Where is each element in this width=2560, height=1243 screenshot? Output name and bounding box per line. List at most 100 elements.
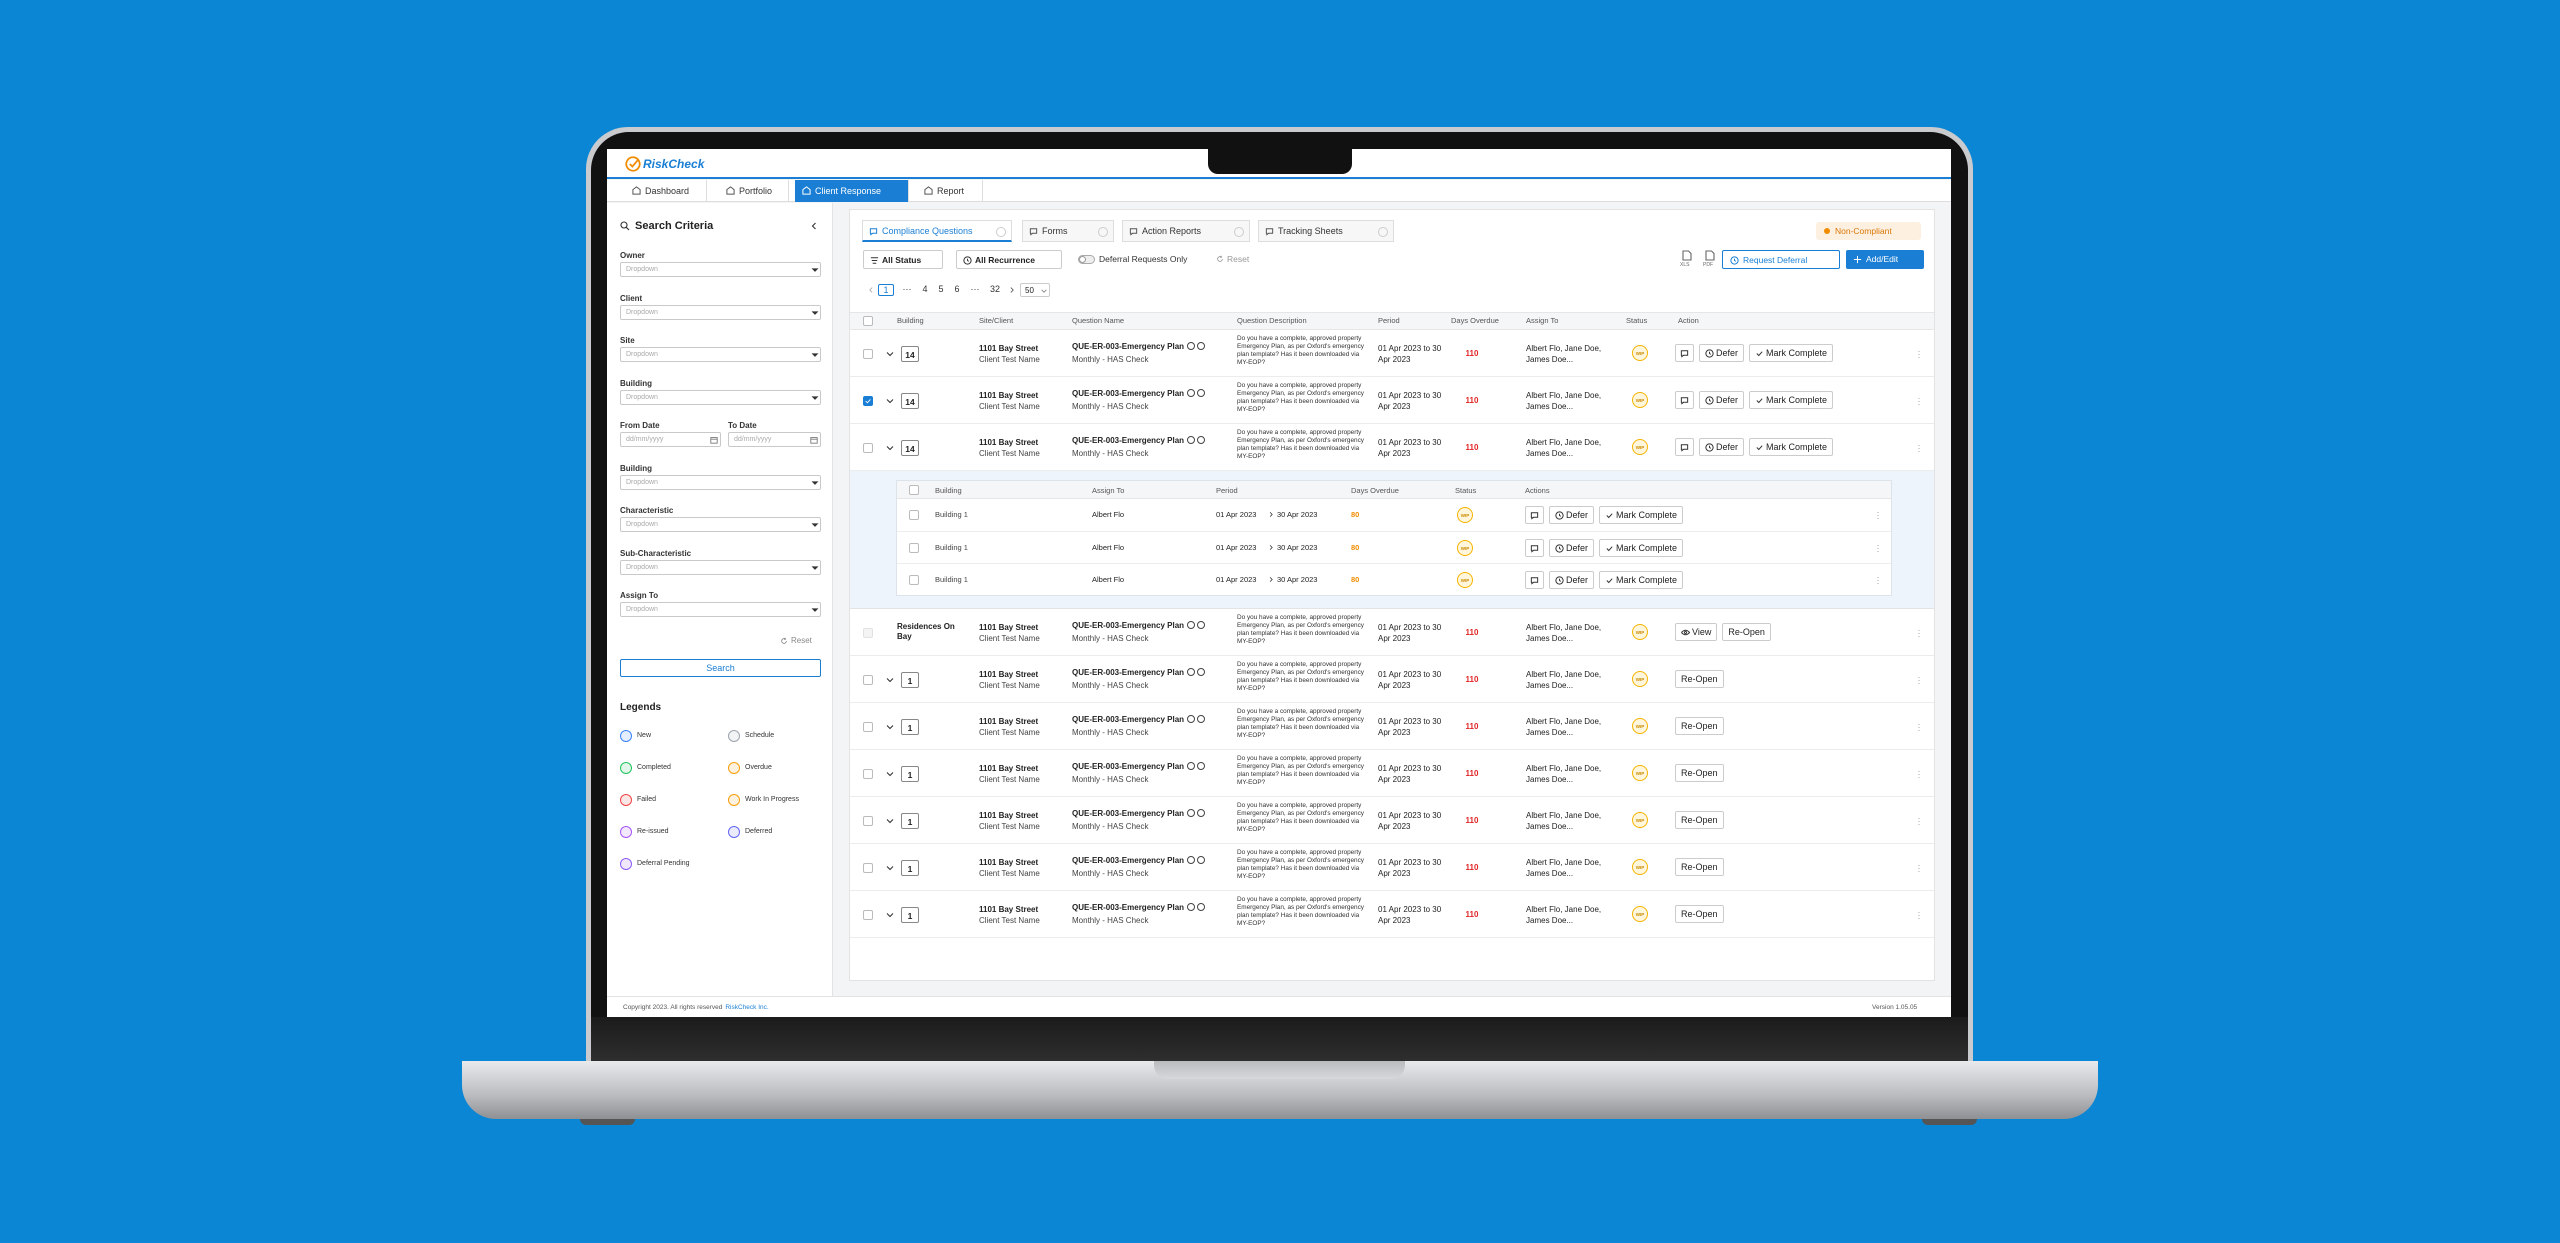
comment-button[interactable] xyxy=(1675,344,1694,362)
action-button[interactable]: Re-Open xyxy=(1675,905,1724,923)
comment-button[interactable] xyxy=(1675,438,1694,456)
date-input[interactable]: dd/mm/yyyy xyxy=(728,432,821,447)
page-item[interactable]: 5 xyxy=(938,284,944,294)
tab[interactable]: Action Reports xyxy=(1122,220,1250,242)
dropdown[interactable]: Dropdown xyxy=(620,389,821,405)
building-count[interactable]: 1 xyxy=(901,719,919,735)
checkbox[interactable] xyxy=(863,675,873,685)
action-label[interactable]: Mark Complete xyxy=(1616,542,1678,553)
action-label[interactable]: Re-Open xyxy=(1681,862,1718,872)
action-label[interactable]: Mark Complete xyxy=(1766,348,1828,358)
nav-label[interactable]: Dashboard xyxy=(645,186,690,196)
tab-label[interactable]: Compliance Questions xyxy=(882,226,973,236)
page-item[interactable]: 1 xyxy=(878,284,894,296)
checkbox[interactable] xyxy=(909,510,919,520)
tab[interactable]: Tracking Sheets xyxy=(1258,220,1394,242)
checkbox[interactable] xyxy=(863,722,873,732)
building-count[interactable]: 1 xyxy=(901,813,919,829)
comment-button[interactable] xyxy=(1525,571,1544,589)
checkbox[interactable] xyxy=(863,443,873,453)
checkbox[interactable] xyxy=(863,816,873,826)
page-item[interactable]: 32 xyxy=(989,284,1000,294)
nav-item[interactable]: Client Response xyxy=(795,180,909,202)
building-count[interactable]: 14 xyxy=(901,440,919,456)
action-button[interactable]: Defer xyxy=(1549,571,1595,589)
action-label[interactable]: Defer xyxy=(1716,395,1739,405)
reset-link[interactable]: Reset xyxy=(791,636,812,645)
toggle[interactable] xyxy=(1078,255,1095,264)
filter-reset[interactable]: Reset xyxy=(1227,254,1250,264)
request-label[interactable]: Request Deferral xyxy=(1743,255,1808,265)
action-label[interactable]: Mark Complete xyxy=(1766,442,1828,452)
action-label[interactable]: Re-Open xyxy=(1681,674,1718,684)
page-item[interactable]: 6 xyxy=(954,284,960,294)
checkbox[interactable] xyxy=(909,485,919,495)
recurrence-filter[interactable]: All Recurrence xyxy=(956,250,1062,269)
comment-button[interactable] xyxy=(1525,538,1544,557)
tab[interactable]: Forms xyxy=(1022,220,1114,242)
page-item[interactable]: ··· xyxy=(902,284,912,294)
building-count[interactable]: 1 xyxy=(901,766,919,782)
action-label[interactable]: View xyxy=(1692,627,1712,637)
action-label[interactable]: Mark Complete xyxy=(1616,510,1678,520)
nav-item[interactable]: Dashboard xyxy=(625,180,707,202)
action-label[interactable]: Mark Complete xyxy=(1766,395,1828,405)
checkbox[interactable] xyxy=(863,910,873,920)
checkbox[interactable] xyxy=(863,769,873,779)
action-button[interactable]: Defer xyxy=(1699,391,1745,409)
nav-label[interactable]: Portfolio xyxy=(739,186,773,196)
action-label[interactable]: Defer xyxy=(1566,510,1589,520)
nav-label[interactable]: Client Response xyxy=(815,186,882,196)
dropdown[interactable]: Dropdown xyxy=(620,474,821,490)
checkbox[interactable] xyxy=(863,396,873,406)
dropdown[interactable]: Dropdown xyxy=(620,517,821,532)
tab[interactable]: Compliance Questions xyxy=(862,220,1012,242)
building-count[interactable]: 1 xyxy=(901,907,919,923)
action-button[interactable]: Defer xyxy=(1699,344,1745,362)
recurrence-filter-label[interactable]: All Recurrence xyxy=(975,255,1035,265)
page-size-value[interactable]: 50 xyxy=(1025,286,1034,295)
dropdown[interactable]: Dropdown xyxy=(620,602,821,617)
page-size[interactable]: 50 xyxy=(1020,283,1050,297)
add-edit-button[interactable]: Add/Edit xyxy=(1846,250,1924,269)
export-label[interactable]: XLS xyxy=(1680,262,1690,268)
action-button[interactable]: Mark Complete xyxy=(1599,571,1684,589)
company-link[interactable]: RiskCheck Inc. xyxy=(725,1004,769,1011)
add-edit-label[interactable]: Add/Edit xyxy=(1866,254,1899,264)
page-item[interactable]: 4 xyxy=(922,284,928,294)
action-label[interactable]: Defer xyxy=(1566,575,1589,585)
search-label[interactable]: Search xyxy=(706,663,735,673)
action-label[interactable]: Re-Open xyxy=(1681,721,1718,731)
action-label[interactable]: Re-Open xyxy=(1681,909,1718,919)
dropdown[interactable]: Dropdown xyxy=(620,347,821,362)
checkbox[interactable] xyxy=(863,628,873,638)
action-label[interactable]: Re-Open xyxy=(1681,815,1718,825)
action-button[interactable]: Mark Complete xyxy=(1749,438,1834,456)
date-input[interactable]: dd/mm/yyyy xyxy=(620,432,721,447)
nav-label[interactable]: Report xyxy=(937,186,965,196)
export-label[interactable]: PDF xyxy=(1703,262,1713,268)
comment-button[interactable] xyxy=(1675,391,1694,409)
action-button[interactable]: Re-Open xyxy=(1675,670,1724,688)
tab-label[interactable]: Tracking Sheets xyxy=(1278,226,1343,236)
checkbox[interactable] xyxy=(863,349,873,359)
action-button[interactable]: Mark Complete xyxy=(1599,538,1684,557)
checkbox[interactable] xyxy=(909,575,919,585)
page-item[interactable]: ··· xyxy=(970,284,980,294)
action-label[interactable]: Defer xyxy=(1716,348,1739,358)
action-button[interactable]: Defer xyxy=(1699,438,1745,456)
nav-item[interactable]: Portfolio xyxy=(719,180,789,202)
action-button[interactable]: Re-Open xyxy=(1675,811,1724,829)
action-label[interactable]: Re-Open xyxy=(1681,768,1718,778)
tab-label[interactable]: Forms xyxy=(1042,226,1068,236)
building-count[interactable]: 1 xyxy=(901,860,919,876)
action-label[interactable]: Mark Complete xyxy=(1616,575,1678,585)
status-filter-label[interactable]: All Status xyxy=(882,255,922,265)
search-button[interactable]: Search xyxy=(620,659,821,677)
action-button[interactable]: Re-Open xyxy=(1722,623,1771,641)
action-button[interactable]: Defer xyxy=(1549,506,1595,524)
dropdown[interactable]: Dropdown xyxy=(620,559,821,575)
action-button[interactable]: Mark Complete xyxy=(1749,344,1834,362)
action-button[interactable]: Mark Complete xyxy=(1749,391,1834,409)
action-button[interactable]: Defer xyxy=(1549,538,1595,557)
